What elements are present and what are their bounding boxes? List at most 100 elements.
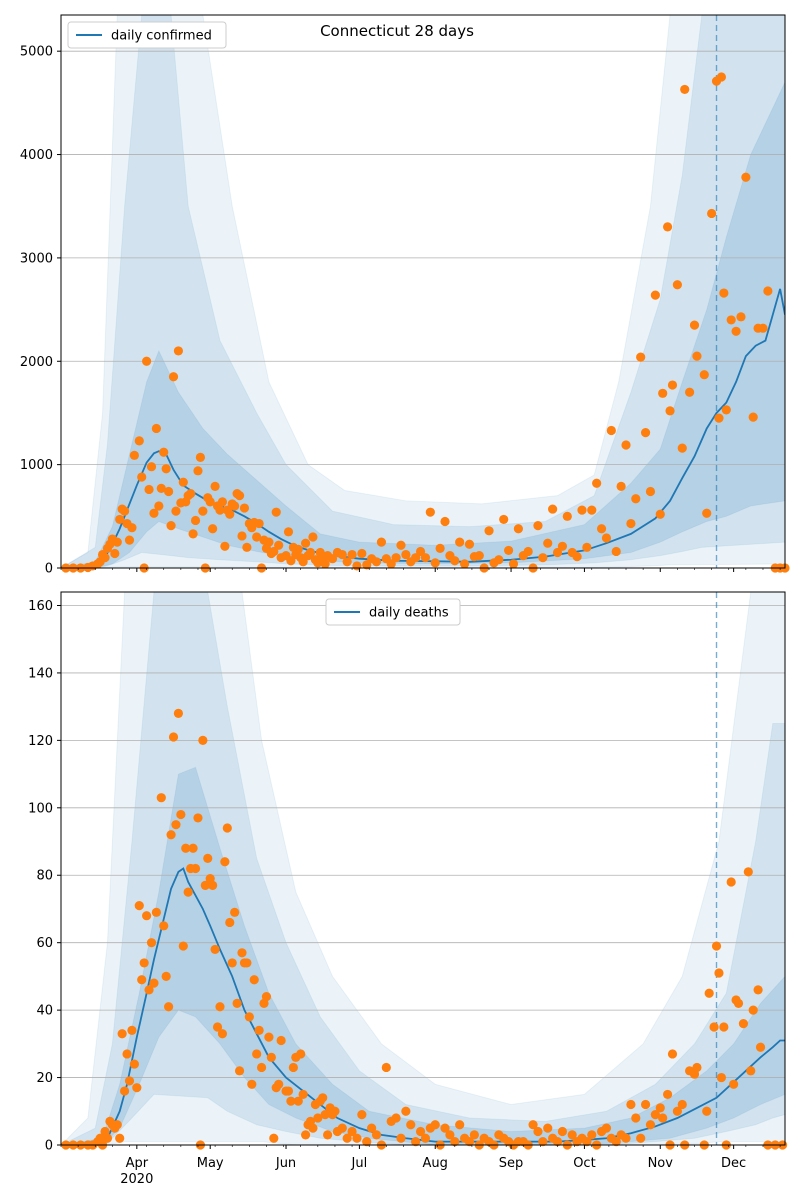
observed-point [115, 1133, 125, 1143]
observed-point [592, 478, 602, 488]
observed-point [504, 545, 514, 556]
uncertainty-band-2 [61, 592, 785, 1145]
year-label: 2020 [120, 1172, 153, 1187]
observed-point [455, 537, 465, 547]
y-tick-label: 5000 [20, 45, 53, 60]
observed-point [225, 917, 235, 928]
x-tick-label: Oct [573, 1156, 595, 1171]
observed-point [127, 1025, 137, 1035]
observed-point [729, 1079, 739, 1089]
observed-point [655, 1103, 665, 1113]
observed-point [474, 550, 484, 561]
observed-point [237, 531, 247, 541]
observed-point [464, 539, 475, 549]
x-tick-label: Jul [351, 1156, 368, 1171]
observed-point [159, 447, 169, 457]
observed-point [650, 290, 660, 300]
observed-point [318, 1093, 328, 1103]
observed-point [665, 406, 675, 416]
observed-point [672, 1106, 682, 1116]
observed-point [738, 1019, 749, 1029]
observed-point [283, 1086, 294, 1096]
observed-point [320, 1110, 330, 1120]
observed-point [411, 1137, 421, 1147]
confirmed-points [61, 72, 790, 573]
observed-point [139, 958, 149, 968]
observed-point [440, 516, 450, 527]
observed-point [711, 941, 722, 951]
observed-point [557, 541, 568, 551]
observed-point [401, 1106, 411, 1116]
observed-point [662, 222, 673, 232]
observed-point [330, 1106, 340, 1116]
observed-point [411, 553, 421, 563]
observed-point [124, 1076, 135, 1086]
observed-point [132, 1083, 142, 1093]
observed-point [582, 542, 592, 552]
observed-point [269, 546, 279, 557]
legend-label-daily-confirmed: daily confirmed [111, 29, 212, 44]
observed-point [222, 823, 232, 833]
observed-point [110, 548, 120, 559]
observed-point [142, 911, 152, 921]
observed-point [117, 1029, 127, 1039]
y-tick-label: 2000 [20, 355, 53, 370]
observed-point [249, 975, 259, 985]
observed-point [538, 1137, 548, 1147]
observed-point [415, 1126, 426, 1137]
observed-point [362, 560, 372, 570]
observed-point [190, 863, 201, 874]
observed-point [190, 515, 201, 526]
observed-point [677, 443, 687, 453]
observed-point [709, 1022, 719, 1032]
observed-point [667, 1049, 678, 1059]
observed-point [149, 508, 159, 518]
observed-point [577, 505, 587, 515]
observed-point [298, 1089, 308, 1100]
deaths-line [61, 867, 785, 1145]
observed-point [552, 1137, 563, 1147]
observed-point [371, 1130, 382, 1140]
observed-point [440, 1123, 450, 1133]
y-tick-label: 120 [28, 734, 53, 749]
observed-point [445, 1130, 455, 1140]
deaths-legend: daily deaths [325, 598, 461, 626]
observed-point [702, 1106, 712, 1116]
uncertainty-band-3 [61, 15, 785, 568]
observed-point [234, 1066, 245, 1076]
observed-point [127, 523, 137, 533]
observed-point [582, 1137, 592, 1147]
observed-point [286, 556, 296, 566]
observed-point [716, 72, 727, 82]
observed-point [151, 423, 161, 434]
x-tick-label: Apr [126, 1156, 149, 1171]
y-tick-label: 3000 [20, 251, 53, 266]
observed-point [746, 1066, 756, 1076]
observed-point [367, 1123, 377, 1133]
observed-point [100, 553, 110, 563]
observed-point [305, 547, 316, 558]
y-tick-label: 40 [36, 1004, 53, 1019]
observed-point [699, 370, 709, 380]
observed-point [631, 494, 641, 504]
observed-point [450, 556, 460, 566]
observed-point [420, 553, 431, 563]
observed-point [300, 1130, 311, 1140]
observed-point [763, 286, 773, 296]
observed-point [719, 288, 729, 298]
uncertainty-band-3 [61, 592, 785, 1145]
observed-point [655, 509, 665, 519]
observed-point [176, 809, 186, 820]
observed-point [636, 352, 646, 362]
observed-point [112, 537, 122, 547]
legend-label-daily-deaths: daily deaths [369, 606, 449, 621]
observed-point [225, 509, 235, 519]
observed-point [391, 553, 401, 563]
observed-point [193, 813, 203, 823]
observed-point [631, 1113, 641, 1123]
observed-point [186, 488, 196, 499]
observed-point [164, 1002, 174, 1012]
observed-point [677, 1099, 687, 1110]
observed-point [137, 472, 147, 482]
observed-point [183, 887, 193, 897]
